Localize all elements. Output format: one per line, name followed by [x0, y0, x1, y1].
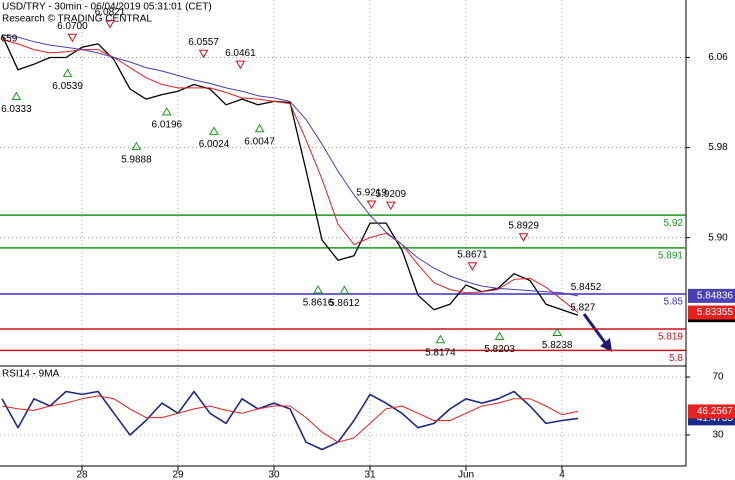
low-marker [254, 123, 265, 133]
price-label: 5.827 [570, 303, 595, 314]
price-label: 5.8452 [571, 282, 602, 293]
y-tick-label: 30 [712, 430, 724, 441]
rsi-title: RSI14 - 9MA [2, 369, 60, 380]
low-marker [161, 106, 172, 116]
low-label: 5.9888 [121, 154, 152, 165]
low-label: 5.8238 [542, 340, 573, 351]
y-tick-label: 6.06 [708, 52, 728, 63]
high-marker [105, 20, 115, 29]
high-marker [67, 33, 78, 43]
price-tag-label: 5.83355 [697, 307, 734, 318]
low-marker [313, 284, 323, 294]
series-line [1, 34, 579, 297]
low-marker [62, 68, 73, 77]
x-tick-label: Jun [458, 470, 474, 480]
high-marker [518, 233, 529, 242]
series-line [1, 395, 579, 443]
x-tick-label: 29 [172, 470, 184, 480]
price-tag [688, 404, 735, 419]
high-marker [235, 60, 246, 70]
low-label: 6.0196 [152, 120, 183, 131]
low-marker [209, 126, 219, 135]
high-label: 5.8671 [457, 249, 488, 260]
high-marker [198, 49, 209, 59]
chart-title: USD/TRY - 30min - 06/04/2019 05:31:01 (C… [2, 2, 212, 13]
high-label: 6.0557 [188, 37, 219, 48]
y-tick-label: 5.90 [708, 232, 728, 243]
high-marker [385, 201, 396, 211]
low-label: 5.8616 [303, 298, 334, 309]
price-tag-label: 46.2567 [697, 406, 734, 417]
high-marker [366, 200, 377, 210]
price-tag-label: 5.84836 [697, 291, 734, 302]
high-label: 5.9209 [376, 189, 407, 200]
x-tick-label: 4 [559, 470, 565, 480]
price-tag-label: 41.4735 [697, 413, 734, 424]
chart-subtitle: Research © TRADING CENTRAL [2, 14, 152, 25]
low-marker [494, 331, 505, 340]
forecast-arrowhead [600, 338, 612, 352]
low-marker [435, 334, 446, 344]
low-label: 5.8174 [425, 347, 456, 358]
high-label: 5.9219 [356, 188, 387, 199]
low-label: 5.8203 [484, 344, 515, 355]
price-tag [688, 288, 735, 303]
y-tick-label: 5.98 [708, 142, 728, 153]
low-marker [11, 91, 22, 101]
price-tag [688, 305, 735, 320]
high-marker [467, 262, 478, 271]
y-tick-label: 70 [712, 372, 724, 383]
high-label: 6.0821 [95, 7, 126, 18]
low-marker [552, 327, 563, 337]
x-tick-label: 28 [76, 470, 88, 480]
low-marker [339, 285, 350, 294]
price-label: 6.0659 [0, 33, 18, 44]
x-tick-label: 31 [364, 470, 376, 480]
series-line [1, 390, 579, 451]
level-label: 5.8 [669, 353, 683, 364]
high-label: 6.0700 [57, 21, 88, 32]
level-label: 5.891 [658, 250, 683, 261]
high-label: 6.0461 [225, 48, 256, 59]
low-label: 6.0539 [52, 81, 83, 92]
high-label: 5.8929 [508, 220, 539, 231]
low-label: 6.0047 [244, 136, 275, 147]
level-label: 5.92 [664, 218, 684, 229]
level-label: 5.819 [658, 332, 683, 343]
low-label: 6.0024 [199, 139, 230, 150]
level-label: 5.85 [664, 297, 684, 308]
low-marker [131, 141, 142, 151]
series-line [1, 38, 579, 313]
low-label: 6.0333 [1, 104, 32, 115]
x-tick-label: 30 [268, 470, 280, 480]
low-label: 5.8612 [329, 298, 360, 309]
